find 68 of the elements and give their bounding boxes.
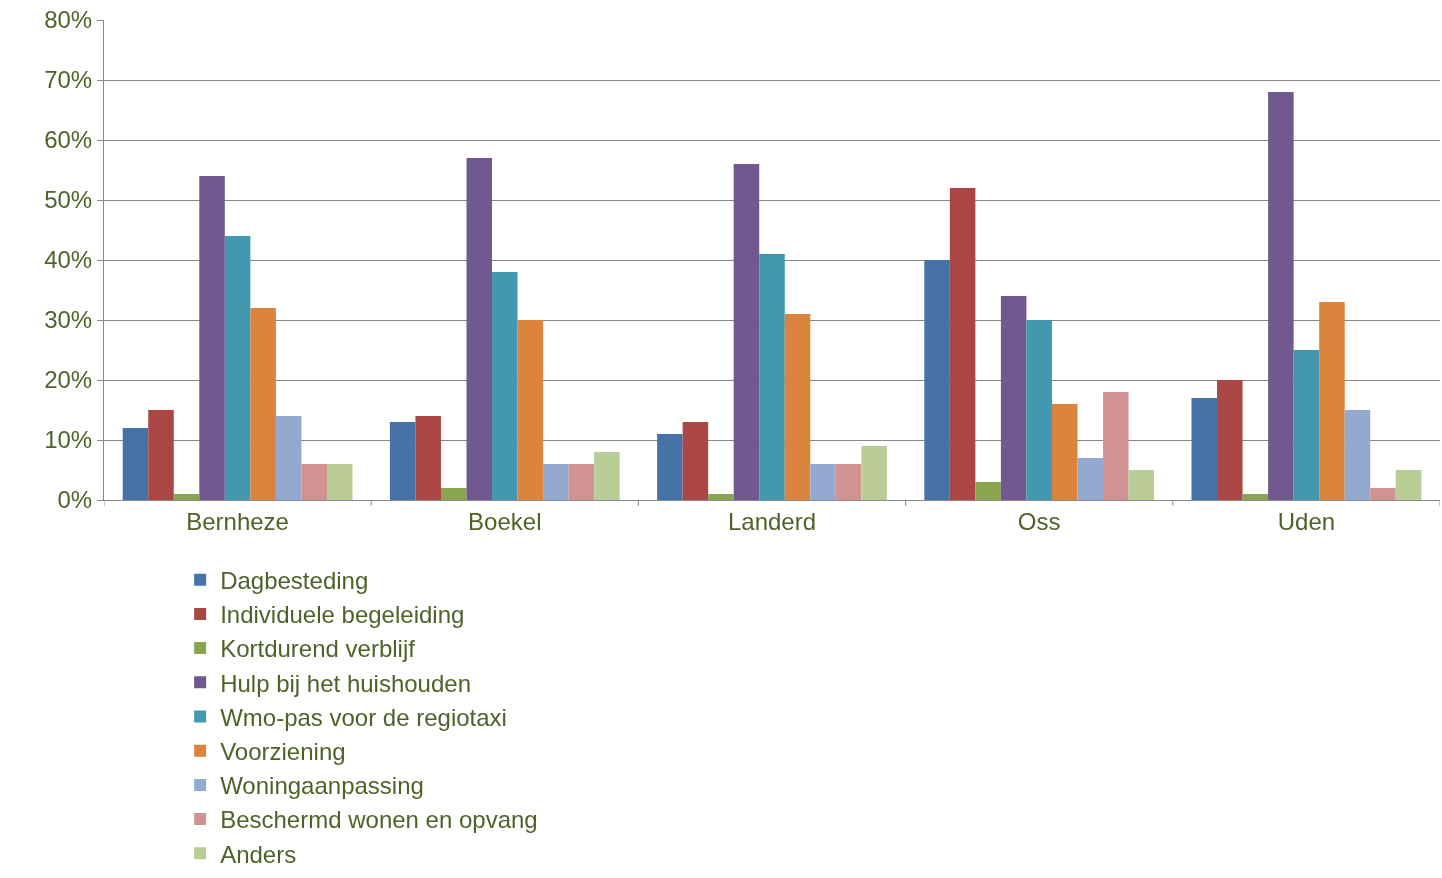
bar bbox=[148, 410, 174, 500]
y-tick-label: 70% bbox=[44, 66, 93, 94]
bar bbox=[784, 314, 811, 500]
x-tick-label: Uden bbox=[1277, 507, 1336, 535]
legend-label: Dagbesteding bbox=[220, 567, 369, 595]
bar bbox=[759, 254, 785, 500]
bar bbox=[517, 320, 544, 500]
bar bbox=[224, 236, 251, 500]
legend-label: Woningaanpassing bbox=[220, 772, 424, 800]
legend-label: Hulp bij het huishouden bbox=[220, 669, 472, 697]
bar bbox=[949, 188, 976, 500]
y-tick-label: 30% bbox=[44, 306, 93, 334]
bar bbox=[1191, 398, 1218, 500]
bar bbox=[1344, 410, 1371, 500]
bar bbox=[1051, 404, 1078, 500]
bar bbox=[810, 464, 836, 500]
bar bbox=[594, 452, 620, 500]
y-tick-label: 0% bbox=[57, 486, 93, 514]
bar bbox=[1319, 302, 1345, 500]
bar bbox=[1128, 470, 1155, 500]
bar bbox=[173, 494, 200, 500]
legend-label: Individuele begeleiding bbox=[220, 601, 465, 629]
bar bbox=[466, 158, 493, 500]
x-tick-label: Bernheze bbox=[186, 507, 289, 535]
bar bbox=[708, 494, 734, 500]
y-tick-label: 40% bbox=[44, 246, 93, 274]
bar bbox=[543, 464, 569, 500]
bar bbox=[1293, 350, 1320, 500]
bar bbox=[861, 446, 887, 500]
x-tick-label: Boekel bbox=[468, 507, 542, 535]
bar bbox=[440, 488, 467, 500]
bar bbox=[301, 464, 327, 500]
bar bbox=[1242, 494, 1269, 500]
bar bbox=[1077, 458, 1104, 500]
bar bbox=[389, 422, 416, 500]
y-tick-label: 20% bbox=[44, 366, 93, 394]
bar bbox=[122, 428, 149, 500]
bar bbox=[733, 164, 760, 500]
legend-label: Voorziening bbox=[220, 738, 346, 766]
legend-label: Beschermd wonen en opvang bbox=[220, 806, 538, 834]
bar bbox=[326, 464, 353, 500]
legend-label: Wmo-pas voor de regiotaxi bbox=[220, 703, 507, 731]
bar bbox=[1217, 380, 1243, 500]
bar bbox=[492, 272, 518, 500]
x-tick-label: Landerd bbox=[727, 507, 817, 535]
bar bbox=[1000, 296, 1027, 500]
bar bbox=[250, 308, 276, 500]
bar bbox=[275, 416, 302, 500]
y-tick-label: 50% bbox=[44, 186, 93, 214]
bar bbox=[1268, 92, 1294, 500]
bar bbox=[924, 260, 950, 500]
bar bbox=[1395, 470, 1422, 500]
y-tick-label: 60% bbox=[44, 126, 93, 154]
bar bbox=[975, 482, 1001, 500]
bar bbox=[682, 422, 709, 500]
y-tick-label: 10% bbox=[44, 426, 93, 454]
bar bbox=[415, 416, 441, 500]
bar bbox=[1103, 392, 1129, 500]
x-tick-label: Oss bbox=[1017, 507, 1061, 535]
bar bbox=[568, 464, 595, 500]
y-tick-label: 80% bbox=[44, 6, 93, 34]
bar bbox=[1370, 488, 1396, 500]
legend-label: Kortdurend verblijf bbox=[220, 635, 416, 663]
bar bbox=[835, 464, 862, 500]
bar bbox=[199, 176, 225, 500]
bar bbox=[657, 434, 683, 500]
legend-label: Anders bbox=[220, 840, 297, 868]
bar bbox=[1026, 320, 1052, 500]
